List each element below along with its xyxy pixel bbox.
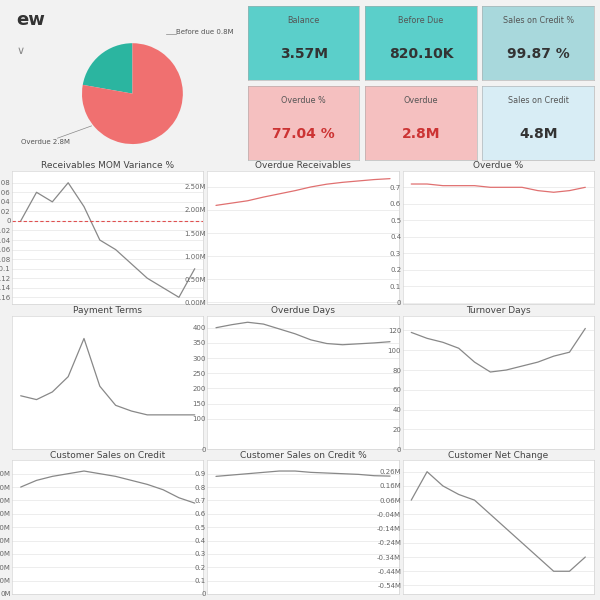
Title: Customer Sales on Credit %: Customer Sales on Credit % — [239, 451, 367, 460]
Title: Customer Sales on Credit: Customer Sales on Credit — [50, 451, 166, 460]
Text: ∨: ∨ — [17, 46, 25, 56]
Text: 77.04 %: 77.04 % — [272, 127, 335, 141]
Text: 99.87 %: 99.87 % — [507, 47, 569, 61]
Text: Sales on Credit: Sales on Credit — [508, 96, 569, 105]
Text: ew: ew — [17, 11, 46, 29]
Text: Sales on Credit %: Sales on Credit % — [503, 16, 574, 25]
Text: 2.8M: 2.8M — [401, 127, 440, 141]
Title: Turnover Days: Turnover Days — [466, 306, 530, 315]
Text: 3.57M: 3.57M — [280, 47, 328, 61]
Text: Overdue 2.8M: Overdue 2.8M — [21, 139, 70, 145]
Text: 4.8M: 4.8M — [519, 127, 557, 141]
Text: Before due 0.8M: Before due 0.8M — [176, 29, 233, 35]
Title: Overdue Receivables: Overdue Receivables — [255, 161, 351, 170]
Title: Customer Net Change: Customer Net Change — [448, 451, 548, 460]
Title: Receivables MOM Variance %: Receivables MOM Variance % — [41, 161, 174, 170]
Text: Overdue %: Overdue % — [281, 96, 326, 105]
Title: Payment Terms: Payment Terms — [73, 306, 142, 315]
Text: Overdue: Overdue — [404, 96, 438, 105]
Title: Overdue Days: Overdue Days — [271, 306, 335, 315]
Text: 820.10K: 820.10K — [389, 47, 453, 61]
Title: Overdue %: Overdue % — [473, 161, 523, 170]
Text: Balance: Balance — [287, 16, 320, 25]
Text: Before Due: Before Due — [398, 16, 443, 25]
